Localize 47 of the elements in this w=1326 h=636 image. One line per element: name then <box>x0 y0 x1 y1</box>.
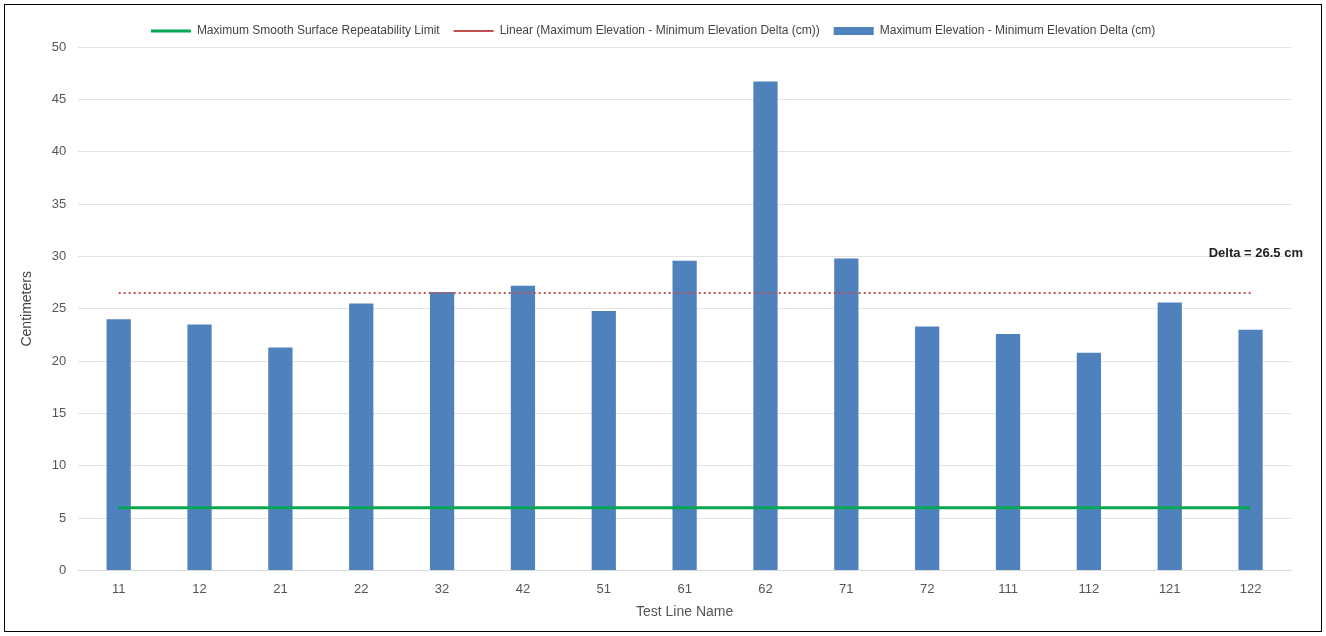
x-tick-label: 21 <box>273 580 288 596</box>
y-tick-label: 15 <box>51 405 67 421</box>
bar <box>349 303 374 571</box>
y-tick-label: 0 <box>59 562 67 578</box>
bar <box>268 347 293 571</box>
y-tick-label: 25 <box>51 300 67 316</box>
y-tick-label: 50 <box>51 38 67 54</box>
legend-label: Maximum Smooth Surface Repeatability Limit <box>196 23 441 38</box>
y-tick-label: 20 <box>51 352 67 368</box>
bar <box>915 326 940 571</box>
x-tick-label: 121 <box>1158 580 1181 596</box>
x-tick-label: 61 <box>677 580 692 596</box>
bar <box>187 324 212 571</box>
y-tick-label: 30 <box>51 248 67 264</box>
x-tick-label: 42 <box>515 580 531 596</box>
bar <box>106 319 131 571</box>
y-tick-label: 10 <box>51 457 67 473</box>
annotation: Delta = 26.5 cm <box>1208 245 1303 261</box>
bar <box>429 292 455 571</box>
x-tick-label: 71 <box>839 580 854 596</box>
x-tick-label: 122 <box>1239 580 1262 596</box>
x-tick-label: 51 <box>596 580 612 596</box>
bar <box>1076 352 1101 571</box>
y-tick-label: 45 <box>51 90 67 106</box>
y-tick-label: 40 <box>51 143 67 159</box>
x-tick-label: 32 <box>434 580 450 596</box>
y-tick-label: 35 <box>51 195 67 211</box>
y-axis-title: Centimeters <box>18 271 35 347</box>
legend-label: Linear (Maximum Elevation - Minimum Elevation Delta (cm)) <box>499 23 820 38</box>
x-tick-label: 111 <box>998 580 1018 596</box>
x-tick-label: 62 <box>758 580 773 596</box>
bar <box>591 310 616 571</box>
x-tick-label: 72 <box>919 580 935 596</box>
x-tick-label: 112 <box>1078 580 1100 596</box>
x-tick-label: 11 <box>111 580 126 596</box>
x-tick-label: 12 <box>192 580 207 596</box>
bar <box>1157 302 1182 571</box>
bar <box>510 285 536 571</box>
x-axis-title: Test Line Name <box>635 603 734 620</box>
bar <box>834 258 859 571</box>
legend-label: Maximum Elevation - Minimum Elevation Delta (cm) <box>879 23 1156 38</box>
x-tick-label: 22 <box>354 580 369 596</box>
bar <box>995 333 1021 571</box>
y-tick-label: 5 <box>59 509 67 525</box>
bar <box>753 81 778 571</box>
bar <box>672 260 697 571</box>
bar <box>1238 329 1263 571</box>
